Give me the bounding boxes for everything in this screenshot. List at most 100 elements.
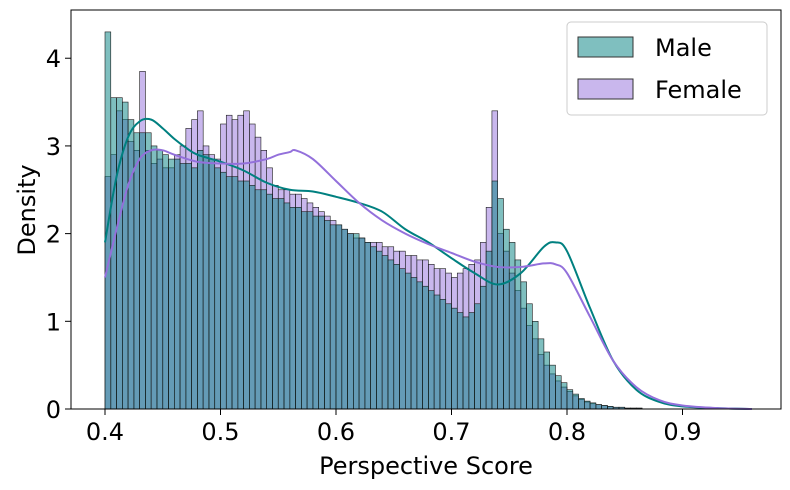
y-tick-label: 0 — [46, 396, 61, 424]
bar-male-13 — [179, 163, 187, 410]
y-tick-label: 3 — [46, 133, 61, 161]
x-tick-label: 0.4 — [86, 418, 124, 446]
bar-male-45 — [364, 242, 371, 410]
bar-male-38 — [324, 220, 331, 410]
bar-male-67 — [491, 180, 498, 410]
bar-male-85 — [595, 404, 602, 410]
bar-male-66 — [485, 250, 493, 410]
bar-male-19 — [214, 167, 221, 410]
bar-male-64 — [474, 303, 481, 410]
legend-label-female: Female — [655, 76, 742, 104]
x-tick-label: 0.9 — [663, 418, 701, 446]
bar-male-65 — [480, 285, 487, 410]
bar-male-74 — [532, 321, 539, 410]
legend-label-male: Male — [655, 34, 712, 62]
bar-male-43 — [353, 233, 360, 410]
bar-male-83 — [584, 400, 591, 410]
bar-male-73 — [526, 303, 533, 410]
bar-male-76 — [543, 351, 550, 410]
x-tick-label: 0.5 — [201, 418, 239, 446]
bar-male-57 — [433, 294, 441, 410]
bar-male-15 — [191, 167, 198, 410]
bar-male-39 — [329, 224, 337, 410]
bar-male-58 — [439, 299, 447, 410]
bar-male-35 — [306, 211, 314, 410]
bar-male-82 — [578, 398, 585, 410]
bar-male-52 — [404, 272, 412, 410]
bar-male-79 — [560, 382, 568, 410]
x-tick-label: 0.6 — [317, 418, 355, 446]
bar-male-53 — [410, 277, 418, 410]
bar-male-81 — [572, 393, 579, 410]
bar-male-42 — [347, 233, 354, 410]
bar-male-60 — [451, 307, 458, 410]
bar-male-75 — [537, 338, 545, 410]
bar-male-26 — [254, 189, 262, 410]
bar-male-28 — [266, 193, 273, 410]
x-axis-ticks: 0.4 0.5 0.6 0.7 0.8 0.9 — [86, 409, 702, 446]
bar-male-84 — [589, 402, 597, 410]
bar-male-40 — [335, 224, 343, 410]
x-tick-label: 0.7 — [432, 418, 470, 446]
bar-male-54 — [416, 281, 423, 410]
bar-male-48 — [381, 255, 389, 410]
bar-male-6 — [139, 132, 146, 410]
bar-male-32 — [289, 207, 296, 410]
bar-male-30 — [277, 198, 285, 410]
bar-male-7 — [145, 132, 152, 410]
bar-male-21 — [225, 176, 233, 410]
y-axis-title: Density — [13, 164, 41, 255]
x-axis-title: Perspective Score — [319, 452, 533, 480]
bar-male-8 — [150, 145, 158, 410]
bar-male-18 — [208, 158, 216, 410]
bar-male-22 — [231, 176, 239, 410]
legend-swatch-female — [577, 78, 634, 100]
bar-male-47 — [376, 250, 383, 410]
bar-male-23 — [237, 180, 244, 410]
bar-male-55 — [422, 285, 429, 410]
histogram-bars — [104, 31, 643, 410]
bar-male-36 — [312, 215, 319, 410]
bar-male-86 — [601, 405, 608, 410]
bar-male-69 — [503, 228, 510, 410]
bar-male-4 — [127, 119, 135, 410]
bar-male-9 — [156, 150, 164, 410]
bar-male-50 — [393, 264, 400, 410]
bar-male-24 — [243, 180, 250, 410]
bar-male-12 — [174, 158, 181, 410]
bar-male-78 — [555, 375, 562, 410]
bar-male-51 — [399, 268, 406, 410]
bar-male-16 — [197, 150, 204, 410]
plot-frame — [70, 9, 782, 410]
bar-male-29 — [272, 198, 279, 410]
bar-male-44 — [358, 237, 366, 410]
bar-male-71 — [514, 259, 522, 410]
bar-male-63 — [468, 312, 475, 410]
legend-swatch-male — [577, 36, 634, 58]
bar-male-37 — [318, 215, 325, 410]
bar-male-10 — [162, 154, 169, 410]
x-tick-label: 0.8 — [548, 418, 586, 446]
bar-male-27 — [260, 189, 267, 410]
bar-male-33 — [295, 207, 302, 410]
bar-male-56 — [428, 290, 435, 410]
bar-male-2 — [116, 97, 123, 410]
bar-male-31 — [283, 202, 291, 410]
bar-male-5 — [133, 132, 140, 410]
bar-male-80 — [566, 389, 574, 410]
y-tick-label: 2 — [46, 221, 61, 249]
y-axis-ticks: 0 1 2 3 4 — [46, 45, 71, 424]
y-tick-label: 4 — [46, 45, 61, 73]
bar-male-34 — [301, 211, 308, 410]
bar-male-20 — [220, 171, 227, 410]
bar-male-46 — [370, 246, 377, 410]
bar-male-61 — [456, 312, 464, 410]
kde-line-female — [104, 148, 752, 410]
bar-male-17 — [202, 154, 210, 410]
y-tick-label: 1 — [46, 308, 61, 336]
bar-male-72 — [520, 281, 527, 410]
bar-male-62 — [462, 316, 470, 410]
legend: Male Female — [566, 21, 768, 116]
bar-male-49 — [387, 259, 395, 410]
